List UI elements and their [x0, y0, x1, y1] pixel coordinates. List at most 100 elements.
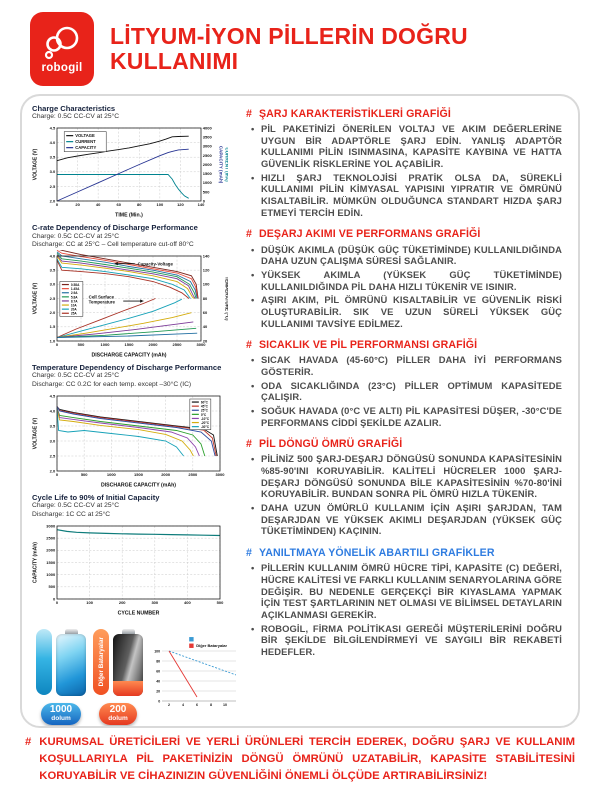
- svg-text:1500: 1500: [203, 172, 213, 177]
- svg-text:6: 6: [196, 703, 198, 707]
- svg-text:VOLTAGE (V): VOLTAGE (V): [33, 149, 39, 181]
- svg-text:2.5: 2.5: [50, 296, 56, 301]
- svg-text:TIME (Min.): TIME (Min.): [115, 213, 143, 219]
- svg-text:Capacity-Voltage: Capacity-Voltage: [138, 262, 174, 267]
- svg-text:3.0: 3.0: [50, 170, 56, 175]
- svg-text:40: 40: [156, 679, 160, 683]
- chart-plot: 0 20 40 60 80 100 120 140 2.0 2.5 3.0 3.5 4.0 4.5 0 500…: [33, 126, 229, 219]
- chart-block: Cycle Life to 90% of Initial Capacity Ch…: [32, 493, 236, 616]
- bullet-item: DAHA UZUN ÖMÜRLÜ KULLANIM İÇİN AŞIRI ŞAR…: [251, 502, 562, 537]
- info-section: # YANILTMAYA YÖNELİK ABARTILI GRAFİKLER …: [246, 547, 562, 657]
- bullet-item: YÜKSEK AKIMLA (YÜKSEK GÜÇ TÜKETİMİNDE) K…: [251, 269, 562, 292]
- bullet-item: ROBOGİL, FİRMA POLİTİKASI GEREĞİ MÜŞTERİ…: [251, 623, 562, 658]
- content-card: Charge Characteristics Charge: 0.5C CC-C…: [20, 94, 580, 728]
- bullet-item: SICAK HAVADA (45-60°C) PİLLER DAHA İYİ P…: [251, 354, 562, 377]
- svg-text:4000: 4000: [203, 126, 213, 131]
- chart-title: Temperature Dependency of Discharge Perf…: [32, 363, 222, 373]
- chart-title: C-rate Dependency of Discharge Performan…: [32, 223, 198, 233]
- bullet-item: PİLLERİN KULLANIM ÖMRÜ HÜCRE TİPİ, KAPAS…: [251, 562, 562, 620]
- svg-text:VOLTAGE (V): VOLTAGE (V): [33, 283, 39, 315]
- svg-text:1000: 1000: [46, 572, 56, 577]
- battery-comparison-graphic: 1000 dolum Diğer Bataryalar 200 dolum: [32, 629, 236, 726]
- section-heading-text: YANILTMAYA YÖNELİK ABARTILI GRAFİKLER: [259, 547, 495, 560]
- info-section: # SICAKLIK VE PİL PERFORMANSI GRAFİĞİ SI…: [246, 339, 562, 428]
- svg-text:0.58A: 0.58A: [71, 283, 80, 287]
- svg-text:1500: 1500: [125, 343, 135, 348]
- chart-block: Charge Characteristics Charge: 0.5C CC-C…: [32, 104, 236, 218]
- chart-subtitles: Charge: 0.5C CC-CV at 25°C Discharge: 1C …: [32, 502, 236, 519]
- chart-title: Cycle Life to 90% of Initial Capacity: [32, 493, 160, 503]
- svg-text:8.7A: 8.7A: [71, 300, 78, 304]
- chart-plot: 0 500 1000 1500 2000 2500 3000 2.0 2.5 3.0 3.5 4.0 4…: [33, 394, 226, 489]
- svg-text:2500: 2500: [46, 536, 56, 541]
- svg-text:3.5: 3.5: [50, 155, 56, 160]
- svg-text:2000: 2000: [149, 343, 159, 348]
- svg-text:4.5: 4.5: [50, 394, 56, 399]
- blue-battery-icon: [56, 629, 86, 697]
- bullet-item: PİL PAKETİNİZİ ÖNERİLEN VOLTAJ VE AKIM D…: [251, 123, 562, 170]
- svg-text:-20°C: -20°C: [201, 421, 210, 425]
- svg-text:0: 0: [53, 596, 56, 601]
- svg-text:140: 140: [203, 254, 210, 259]
- info-section: # DEŞARJ AKIMI VE PERFORMANS GRAFİĞİ DÜŞ…: [246, 228, 562, 329]
- bullet-item: SOĞUK HAVADA (0°C VE ALTI) PİL KAPASİTES…: [251, 405, 562, 428]
- svg-text:40: 40: [96, 203, 101, 208]
- svg-text:Diğer Bataryalar: Diğer Bataryalar: [196, 643, 227, 648]
- good-cycles-badge: 1000 dolum: [40, 703, 82, 726]
- svg-text:2000: 2000: [46, 548, 56, 553]
- svg-text:0: 0: [56, 343, 59, 348]
- chart-subtitle: Discharge: CC at 25°C – Cell temperature…: [32, 240, 194, 248]
- svg-text:45°C: 45°C: [201, 405, 209, 409]
- svg-text:60: 60: [203, 310, 208, 315]
- bad-cycles-badge: 200 dolum: [99, 703, 137, 726]
- svg-text:3.5: 3.5: [50, 268, 56, 273]
- bullet-list: SICAK HAVADA (45-60°C) PİLLER DAHA İYİ P…: [246, 354, 562, 428]
- svg-text:0°C: 0°C: [201, 413, 207, 417]
- svg-text:Temperature: Temperature: [89, 300, 116, 305]
- svg-text:1.45A: 1.45A: [71, 287, 80, 291]
- robogil-logo: robogil: [30, 12, 94, 86]
- svg-text:60: 60: [156, 669, 160, 673]
- charts-container: Charge Characteristics Charge: 0.5C CC-C…: [32, 104, 236, 621]
- svg-text:CURRENT: CURRENT: [75, 140, 96, 145]
- svg-text:2.0: 2.0: [50, 199, 56, 204]
- section-heading: # ŞARJ KARAKTERİSTİKLERİ GRAFİĞİ: [246, 108, 562, 120]
- header: robogil LİTYUM-İYON PİLLERİN DOĞRU KULLA…: [0, 0, 600, 92]
- sections-container: # ŞARJ KARAKTERİSTİKLERİ GRAFİĞİ PİL PAK…: [246, 108, 562, 657]
- svg-text:100: 100: [154, 649, 160, 653]
- svg-text:20: 20: [156, 689, 160, 693]
- svg-text:0: 0: [56, 472, 59, 477]
- good-cycles-value: 1000: [49, 704, 73, 716]
- svg-text:400: 400: [184, 600, 191, 605]
- svg-text:3000: 3000: [197, 343, 207, 348]
- blue-capsule-icon: [36, 629, 52, 696]
- svg-text:4.5: 4.5: [50, 126, 56, 131]
- chart-block: C-rate Dependency of Discharge Performan…: [32, 223, 236, 358]
- page-title: LİTYUM-İYON PİLLERİN DOĞRU KULLANIMI: [110, 23, 468, 74]
- svg-text:2: 2: [168, 703, 170, 707]
- chart-plot: 0 500 1000 1500 2000 2500 3000 1.0 1.5 2.0 2.5 3.0 3…: [33, 250, 228, 358]
- section-marker: #: [246, 108, 252, 120]
- other-batteries-label: Diğer Bataryalar: [97, 637, 105, 687]
- chart-block: Temperature Dependency of Discharge Perf…: [32, 363, 236, 488]
- bad-cycles-value: 200: [109, 704, 127, 716]
- svg-text:3.0: 3.0: [50, 282, 56, 287]
- svg-text:1000: 1000: [101, 343, 111, 348]
- svg-text:CAPACITY: CAPACITY: [75, 146, 96, 151]
- svg-text:CYCLE NUMBER: CYCLE NUMBER: [118, 611, 160, 617]
- robogil-battery-group: 1000 dolum: [36, 629, 86, 726]
- svg-text:100: 100: [203, 282, 210, 287]
- svg-text:1000: 1000: [203, 181, 213, 186]
- svg-text:20: 20: [203, 339, 208, 344]
- chart-subtitle: Discharge: 1C CC at 25°C: [32, 510, 111, 518]
- bullet-list: PİLİNİZ 500 ŞARJ-DEŞARJ DÖNGÜSÜ SONUNDA …: [246, 453, 562, 537]
- svg-text:80: 80: [137, 203, 142, 208]
- svg-text:25°C: 25°C: [201, 409, 209, 413]
- svg-text:3500: 3500: [203, 135, 213, 140]
- svg-text:60°C: 60°C: [201, 401, 209, 405]
- dark-battery-icon: [113, 629, 143, 697]
- svg-text:2000: 2000: [203, 162, 213, 167]
- svg-text:4.0: 4.0: [50, 140, 56, 145]
- svg-text:1500: 1500: [46, 560, 56, 565]
- bullet-item: DÜŞÜK AKIMLA (DÜŞÜK GÜÇ TÜKETİMİNDE) KUL…: [251, 244, 562, 267]
